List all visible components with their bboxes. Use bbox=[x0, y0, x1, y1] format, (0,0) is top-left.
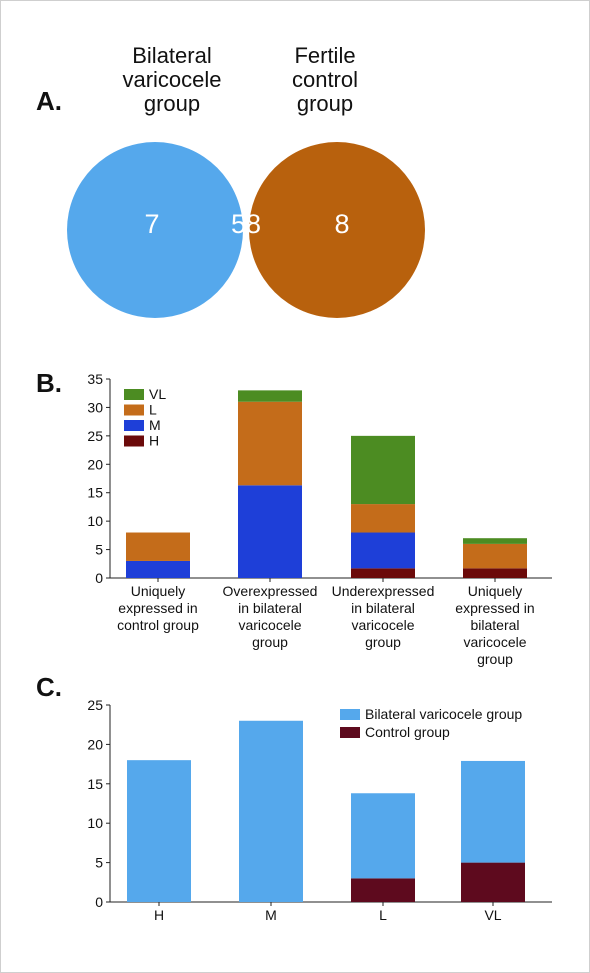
venn-set-title-line: varicocele bbox=[122, 67, 221, 92]
bar-segment-control-group bbox=[461, 862, 525, 902]
y-tick-label: 30 bbox=[87, 399, 103, 415]
legend-swatch bbox=[124, 389, 144, 400]
bar-segment-l bbox=[351, 504, 415, 533]
y-tick-label: 10 bbox=[87, 513, 103, 529]
bar-segment-bilateral-varicocele-group bbox=[127, 760, 191, 902]
x-category-label: Uniquely bbox=[468, 583, 522, 599]
legend-label: VL bbox=[149, 386, 166, 402]
bar-segment-m bbox=[238, 485, 302, 578]
bar-segment-h bbox=[463, 568, 527, 578]
bar-segment-vl bbox=[238, 390, 302, 402]
x-category-label: control group bbox=[117, 617, 199, 633]
bar-segment-vl bbox=[351, 435, 415, 505]
x-category-label: Underexpressed bbox=[332, 583, 435, 599]
bar-segment-l bbox=[238, 401, 302, 486]
bar-segment-m bbox=[351, 532, 415, 569]
venn-set-title-line: group bbox=[297, 91, 353, 116]
legend-swatch bbox=[340, 709, 360, 720]
x-category-label: varicocele bbox=[463, 634, 526, 650]
venn-count-bilateral-only: 7 bbox=[144, 209, 159, 239]
venn-set-title-line: Bilateral bbox=[132, 43, 211, 68]
x-category-label: in bilateral bbox=[351, 600, 415, 616]
y-tick-label: 35 bbox=[87, 371, 103, 387]
x-category-label: H bbox=[154, 907, 164, 923]
legend-swatch bbox=[124, 435, 144, 447]
y-tick-label: 5 bbox=[95, 542, 103, 558]
venn-count-shared: 58 bbox=[231, 209, 261, 239]
x-category-label: varicocele bbox=[351, 617, 414, 633]
x-category-label: varicocele bbox=[238, 617, 301, 633]
y-tick-label: 20 bbox=[87, 736, 103, 752]
y-tick-label: 20 bbox=[87, 456, 103, 472]
x-category-label: Overexpressed bbox=[223, 583, 318, 599]
y-tick-label: 10 bbox=[87, 815, 103, 831]
x-category-label: group bbox=[477, 651, 513, 667]
bar-segment-h bbox=[351, 568, 415, 578]
bar-segment-l bbox=[463, 543, 527, 569]
legend-label: M bbox=[149, 417, 161, 433]
bar-segment-l bbox=[126, 532, 190, 561]
x-category-label: L bbox=[379, 907, 387, 923]
legend-swatch bbox=[124, 420, 144, 431]
y-tick-label: 5 bbox=[95, 855, 103, 871]
x-category-label: Uniquely bbox=[131, 583, 185, 599]
x-category-label: expressed in bbox=[118, 600, 197, 616]
panel-label-a: A. bbox=[36, 86, 62, 116]
venn-set-title-line: Fertile bbox=[294, 43, 355, 68]
y-tick-label: 0 bbox=[95, 570, 103, 586]
venn-circle-control bbox=[249, 142, 425, 318]
x-category-label: group bbox=[365, 634, 401, 650]
bar-segment-bilateral-varicocele-group bbox=[461, 760, 525, 863]
legend-label: L bbox=[149, 402, 157, 418]
venn-set-title-line: control bbox=[292, 67, 358, 92]
x-category-label: group bbox=[252, 634, 288, 650]
panel-label-c: C. bbox=[36, 672, 62, 702]
venn-set-title-line: group bbox=[144, 91, 200, 116]
x-category-label: VL bbox=[484, 907, 501, 923]
x-category-label: in bilateral bbox=[238, 600, 302, 616]
legend-label: H bbox=[149, 433, 159, 449]
x-category-label: expressed in bbox=[455, 600, 534, 616]
venn-count-control-only: 8 bbox=[334, 209, 349, 239]
y-tick-label: 25 bbox=[87, 697, 103, 713]
bar-segment-m bbox=[126, 560, 190, 578]
legend-swatch bbox=[340, 727, 360, 738]
venn-circle-bilateral bbox=[67, 142, 243, 318]
x-category-label: bilateral bbox=[470, 617, 519, 633]
bar-segment-bilateral-varicocele-group bbox=[239, 720, 303, 902]
y-tick-label: 25 bbox=[87, 428, 103, 444]
legend-label: Bilateral varicocele group bbox=[365, 706, 522, 722]
y-tick-label: 15 bbox=[87, 776, 103, 792]
y-tick-label: 15 bbox=[87, 485, 103, 501]
bar-segment-bilateral-varicocele-group bbox=[351, 793, 415, 879]
bar-segment-vl bbox=[463, 538, 527, 544]
legend-label: Control group bbox=[365, 724, 450, 740]
panel-label-b: B. bbox=[36, 368, 62, 398]
x-category-label: M bbox=[265, 907, 277, 923]
y-tick-label: 0 bbox=[95, 894, 103, 910]
legend-swatch bbox=[124, 404, 144, 416]
bar-segment-control-group bbox=[351, 878, 415, 902]
